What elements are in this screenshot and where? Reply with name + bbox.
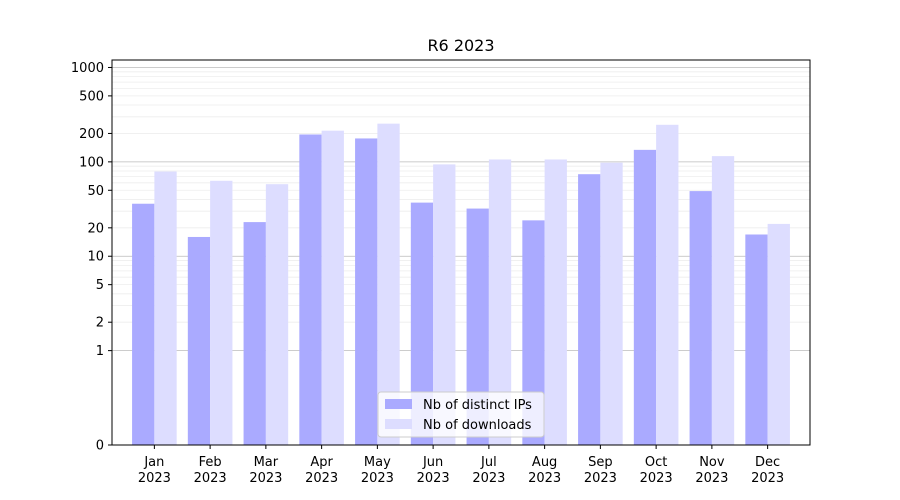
bar-distinct-ips-feb — [187, 236, 211, 445]
bar-downloads-feb — [210, 180, 233, 445]
bar-downloads-dec — [767, 223, 790, 445]
legend-swatch — [385, 399, 412, 409]
x-tick-label-year: 2023 — [472, 471, 505, 486]
y-axis: 0 1 2 5 10 20 50 100 200 500 1000 — [71, 61, 112, 454]
bar-distinct-ips-apr — [299, 134, 322, 445]
x-axis: Jan2023Feb2023Mar2023Apr2023May2023Jun20… — [138, 445, 784, 486]
legend-swatch — [385, 419, 412, 429]
bar-downloads-mar — [265, 184, 289, 445]
x-tick-label-year: 2023 — [751, 471, 784, 486]
bar-distinct-ips-may — [355, 138, 378, 445]
x-tick-label-year: 2023 — [417, 471, 450, 486]
y-tick-label: 100 — [79, 155, 104, 170]
bar-distinct-ips-oct — [633, 149, 657, 445]
plot-frame — [111, 59, 811, 446]
bar-downloads-jul — [488, 159, 512, 445]
x-tick-label-month: Dec — [755, 455, 780, 470]
y-tick-label: 5 — [96, 278, 104, 293]
y-tick-label: 1000 — [71, 61, 104, 76]
x-tick-label-month: Feb — [199, 455, 222, 470]
x-tick-label-month: Jun — [422, 455, 443, 470]
x-tick-label-year: 2023 — [528, 471, 561, 486]
y-tick-label: 10 — [87, 250, 104, 265]
x-tick-label-month: Jul — [480, 455, 497, 470]
bar-distinct-ips-jul — [466, 208, 489, 445]
bar-downloads-may — [377, 123, 400, 445]
bar-downloads-sep — [600, 162, 623, 445]
bar-downloads-jun — [433, 164, 456, 446]
x-tick-label-year: 2023 — [584, 471, 617, 486]
x-tick-label-month: Aug — [532, 455, 557, 470]
x-tick-label-month: Jan — [143, 455, 164, 470]
chart-title: R6 2023 — [427, 36, 494, 55]
x-tick-label-month: Apr — [310, 455, 333, 470]
x-tick-label-year: 2023 — [194, 471, 227, 486]
bar-distinct-ips-aug — [522, 220, 545, 445]
x-tick-label-month: Sep — [588, 455, 613, 470]
x-tick-label-year: 2023 — [249, 471, 282, 486]
x-tick-label-year: 2023 — [695, 471, 728, 486]
bar-distinct-ips-jun — [410, 202, 434, 445]
bar-distinct-ips-mar — [243, 222, 266, 445]
x-tick-label-month: Nov — [699, 455, 725, 470]
bar-distinct-ips-nov — [689, 191, 712, 445]
y-tick-label: 200 — [79, 127, 104, 142]
legend: Nb of distinct IPs Nb of downloads — [377, 391, 545, 438]
bar-distinct-ips-sep — [578, 174, 601, 445]
y-tick-label: 1 — [96, 344, 104, 359]
bar-downloads-jan — [154, 171, 177, 445]
bars-layer — [132, 123, 790, 446]
bar-distinct-ips-jan — [132, 203, 155, 445]
legend-box — [377, 391, 545, 438]
x-tick-label-year: 2023 — [305, 471, 338, 486]
bar-downloads-oct — [656, 124, 679, 446]
y-tick-label: 0 — [96, 439, 104, 454]
legend-label: Nb of distinct IPs — [423, 398, 532, 413]
legend-label: Nb of downloads — [423, 418, 532, 433]
y-tick-label: 500 — [79, 89, 104, 104]
bar-downloads-aug — [544, 159, 567, 445]
x-tick-label-month: May — [364, 455, 391, 470]
y-tick-label: 50 — [87, 184, 104, 199]
bar-downloads-apr — [321, 130, 344, 446]
y-tick-label: 20 — [87, 221, 104, 236]
bar-distinct-ips-dec — [745, 234, 768, 445]
y-tick-label: 2 — [96, 316, 104, 331]
bar-downloads-nov — [711, 156, 735, 446]
x-tick-label-year: 2023 — [138, 471, 171, 486]
x-tick-label-month: Oct — [645, 455, 667, 470]
x-tick-label-year: 2023 — [361, 471, 394, 486]
x-tick-label-year: 2023 — [640, 471, 673, 486]
x-tick-label-month: Mar — [254, 455, 279, 470]
